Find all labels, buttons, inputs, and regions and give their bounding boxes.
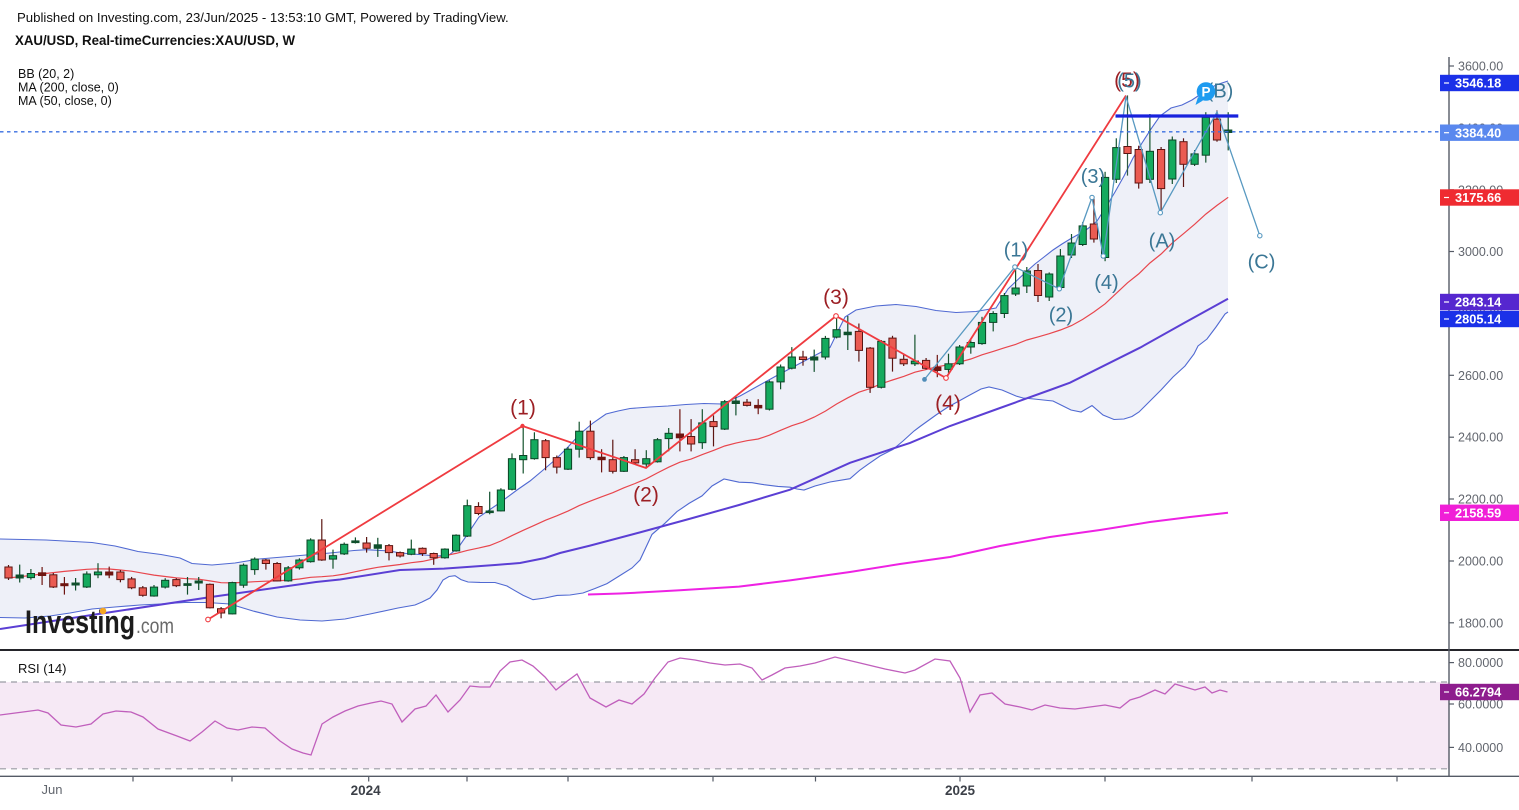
svg-text:(3): (3) xyxy=(1081,166,1105,188)
svg-text:66.2794: 66.2794 xyxy=(1455,685,1502,700)
svg-text:1800.00: 1800.00 xyxy=(1458,616,1503,630)
svg-text:Jun: Jun xyxy=(42,782,63,797)
svg-text:(A): (A) xyxy=(1149,231,1176,253)
svg-text:(1): (1) xyxy=(510,397,536,420)
svg-text:(5): (5) xyxy=(1114,69,1140,92)
svg-text:2025: 2025 xyxy=(945,783,976,798)
svg-text:2000.00: 2000.00 xyxy=(1458,555,1503,569)
svg-text:80.0000: 80.0000 xyxy=(1458,656,1503,670)
svg-text:MA (200, close, 0): MA (200, close, 0) xyxy=(18,81,119,95)
svg-text:(1): (1) xyxy=(1004,240,1028,262)
svg-text:2200.00: 2200.00 xyxy=(1458,493,1503,507)
svg-text:XAU/USD, Real-timeCurrencies:X: XAU/USD, Real-timeCurrencies:XAU/USD, W xyxy=(15,33,296,49)
svg-text:RSI (14): RSI (14) xyxy=(18,661,66,676)
svg-text:3384.40: 3384.40 xyxy=(1455,125,1501,140)
svg-text:3175.66: 3175.66 xyxy=(1455,190,1501,205)
svg-text:Investing: Investing xyxy=(25,604,135,640)
svg-text:3600.00: 3600.00 xyxy=(1458,60,1503,74)
svg-text:(4): (4) xyxy=(1094,272,1118,294)
svg-text:(2): (2) xyxy=(633,484,659,507)
svg-text:P: P xyxy=(1201,84,1210,99)
svg-text:(C): (C) xyxy=(1248,252,1276,274)
svg-text:2400.00: 2400.00 xyxy=(1458,431,1503,445)
svg-text:40.0000: 40.0000 xyxy=(1458,741,1503,755)
svg-text:60.0000: 60.0000 xyxy=(1458,698,1503,712)
svg-text:2805.14: 2805.14 xyxy=(1455,312,1502,327)
svg-text:(5): (5) xyxy=(1117,71,1141,93)
svg-text:(3): (3) xyxy=(823,286,849,309)
svg-text:2158.59: 2158.59 xyxy=(1455,505,1501,520)
svg-text:.com: .com xyxy=(136,615,174,638)
svg-text:Published on Investing.com, 23: Published on Investing.com, 23/Jun/2025 … xyxy=(17,10,509,25)
svg-text:3546.18: 3546.18 xyxy=(1455,76,1501,91)
svg-text:2843.14: 2843.14 xyxy=(1455,295,1502,310)
svg-text:BB (20, 2): BB (20, 2) xyxy=(18,67,74,81)
svg-text:MA (50, close, 0): MA (50, close, 0) xyxy=(18,94,112,108)
svg-text:(2): (2) xyxy=(1049,305,1073,327)
svg-text:2600.00: 2600.00 xyxy=(1458,369,1503,383)
svg-text:3000.00: 3000.00 xyxy=(1458,245,1503,259)
svg-text:2024: 2024 xyxy=(351,783,382,798)
svg-text:(4): (4) xyxy=(935,392,961,415)
